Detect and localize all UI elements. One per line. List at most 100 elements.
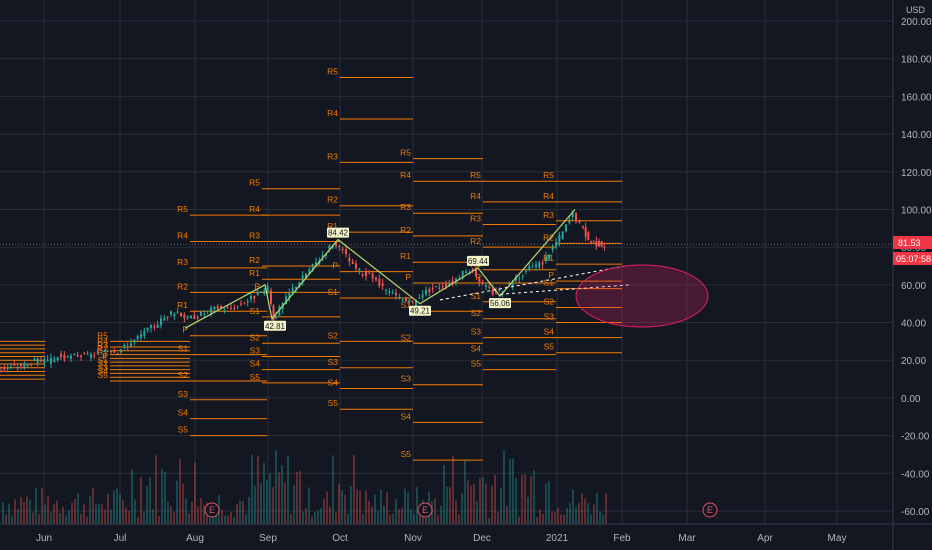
pivot-label: R4 xyxy=(177,231,188,241)
volume-bar xyxy=(95,503,97,524)
volume-bar xyxy=(395,499,397,524)
candle-body xyxy=(70,356,72,359)
candle-body xyxy=(130,343,132,347)
candle-body xyxy=(100,349,102,351)
volume-bar xyxy=(590,514,592,524)
y-axis[interactable]: -60.00-40.00-20.000.0020.0040.0060.0080.… xyxy=(892,0,932,550)
price-badge-bg xyxy=(893,236,932,249)
pivot-label: R4 xyxy=(327,108,338,118)
candle-body xyxy=(481,281,484,284)
volume-bar xyxy=(455,500,457,524)
volume-bar xyxy=(488,517,490,524)
candle-body xyxy=(438,287,441,289)
volume-bar xyxy=(452,455,454,524)
candle-body xyxy=(431,287,434,290)
candle-body xyxy=(180,312,182,317)
candle-body xyxy=(36,358,39,364)
candle-body xyxy=(418,297,421,299)
volume-bar xyxy=(476,501,478,524)
volume-bar xyxy=(113,490,115,524)
candle-body xyxy=(308,269,311,275)
volume-bar xyxy=(500,487,502,524)
candle-body xyxy=(176,311,179,313)
pivot-label: P xyxy=(102,351,108,361)
y-tick-label: 140.00 xyxy=(901,130,932,141)
y-tick-label: 120.00 xyxy=(901,168,932,179)
volume-bar xyxy=(506,506,508,524)
x-axis[interactable]: Jun Jul Aug Sep Oct Nov Dec 2021 Feb Mar Apr May xyxy=(0,523,932,544)
price-badge: 81.53 05:07:58 xyxy=(893,236,932,265)
volume-bar xyxy=(386,492,388,524)
volume-bar xyxy=(29,500,31,524)
volume-bar xyxy=(59,513,61,524)
price-badge-value: 81.53 xyxy=(898,238,921,248)
candle-body xyxy=(551,246,554,250)
volume-bar xyxy=(89,496,91,524)
pivot-label: S4 xyxy=(250,359,261,369)
candle-body xyxy=(425,289,427,295)
candle-body xyxy=(23,363,26,368)
candle-body xyxy=(46,359,49,361)
volume-bar xyxy=(374,494,376,524)
candle-body xyxy=(565,224,567,232)
pivot-label: R4 xyxy=(543,191,554,201)
volume-bar xyxy=(503,450,505,524)
candle-body xyxy=(498,288,501,291)
candle-body xyxy=(475,267,477,277)
candle-body xyxy=(156,324,159,328)
volume-bar xyxy=(41,487,43,524)
zigzag-label: 42.81 xyxy=(265,322,286,331)
volume-bar xyxy=(50,512,52,524)
candle-body xyxy=(275,316,277,319)
projection-line xyxy=(499,284,631,295)
volume-bar xyxy=(380,489,382,524)
candle-body xyxy=(378,278,381,286)
pivot-label: S5 xyxy=(178,425,189,435)
pivot-label: S1 xyxy=(544,278,555,288)
y-tick-label: 100.00 xyxy=(901,205,932,216)
candle-body xyxy=(86,354,89,356)
volume-bar xyxy=(152,509,154,524)
candle-body xyxy=(584,227,587,237)
volume-bar xyxy=(494,474,496,524)
volume-bar xyxy=(266,479,268,524)
volume-bar xyxy=(572,489,574,524)
volume-bar xyxy=(602,514,604,524)
volume-bar xyxy=(170,506,172,524)
x-tick-label: Jul xyxy=(114,533,127,544)
x-tick-label: Mar xyxy=(678,533,696,544)
volume-bar xyxy=(449,487,451,524)
candle-body xyxy=(50,357,52,364)
volume-bar xyxy=(86,516,88,524)
volume-bar xyxy=(203,505,205,524)
candle-body xyxy=(315,262,317,265)
volume-bar xyxy=(392,513,394,524)
volume-bar xyxy=(587,503,589,524)
pivot-label: R2 xyxy=(400,225,411,235)
zigzag-label-bg xyxy=(467,255,489,266)
volume-bar xyxy=(131,469,133,524)
candle-body xyxy=(298,282,301,287)
volume-bar xyxy=(167,501,169,524)
volume-bar xyxy=(407,492,409,524)
pivot-label: S3 xyxy=(471,327,482,337)
volume-bar xyxy=(71,502,73,524)
volume-bar xyxy=(575,506,577,524)
volume-bar xyxy=(329,506,331,524)
candle-body xyxy=(278,306,281,316)
volume-bar xyxy=(119,494,121,524)
volume-bar xyxy=(464,460,466,524)
volume-bar xyxy=(314,512,316,524)
volume-bar xyxy=(20,496,22,524)
volume-bar xyxy=(305,507,307,524)
volume-bar xyxy=(5,514,7,524)
pivot-label: R5 xyxy=(400,148,411,158)
pivot-label: R3 xyxy=(177,257,188,267)
volume-bar xyxy=(8,503,10,524)
candle-body xyxy=(341,248,344,250)
y-tick-label: 0.00 xyxy=(901,394,921,405)
pivot-label: S4 xyxy=(401,411,412,421)
pivot-label: R4 xyxy=(470,191,481,201)
volume-bar xyxy=(413,513,415,524)
